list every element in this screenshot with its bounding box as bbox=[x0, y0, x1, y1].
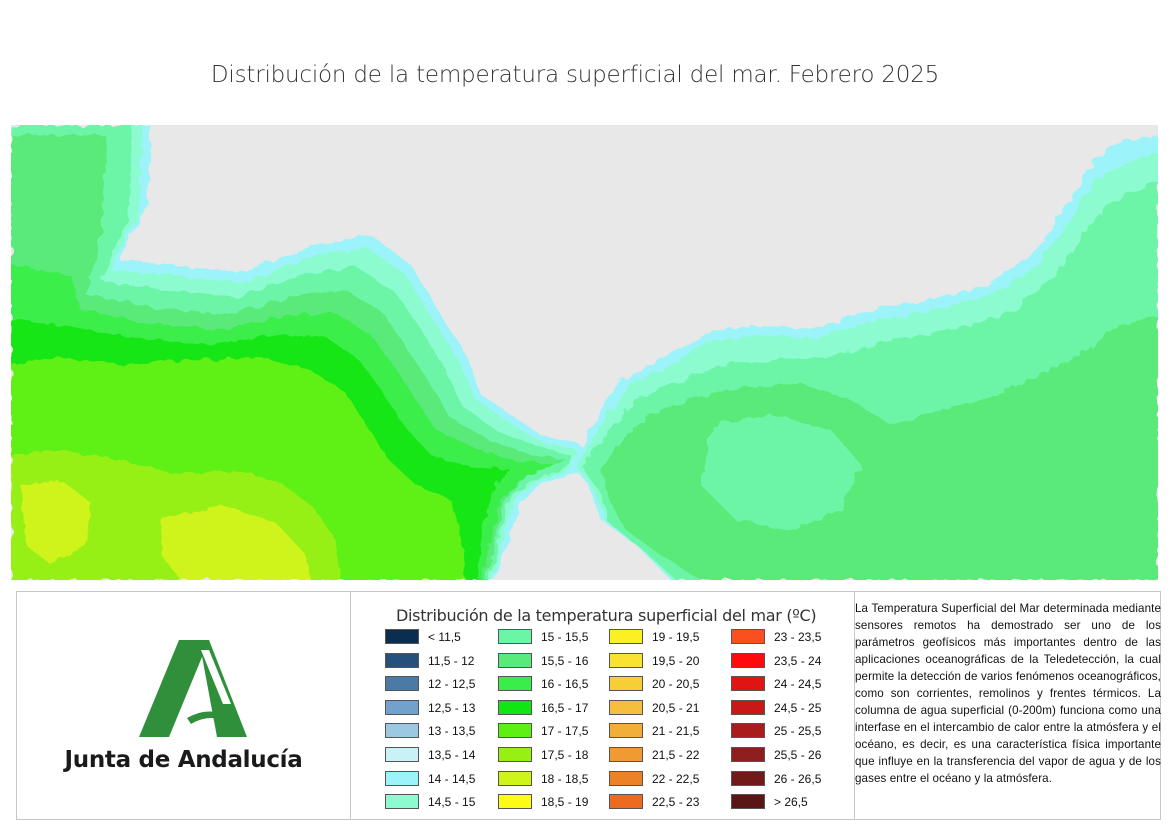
legend-swatch bbox=[385, 794, 419, 810]
legend-label: 16,5 - 17 bbox=[541, 700, 589, 715]
atlantic-band-18-b bbox=[161, 505, 311, 580]
legend-label: 15 - 15,5 bbox=[541, 630, 589, 644]
legend-label: 23 - 23,5 bbox=[774, 630, 822, 644]
legend-label: 13,5 - 14 bbox=[428, 748, 476, 762]
sea-temperature-raster bbox=[11, 125, 1158, 580]
legend-swatch bbox=[385, 629, 419, 644]
legend-label: 11,5 - 12 bbox=[428, 653, 475, 668]
legend-label: 13 - 13,5 bbox=[428, 724, 476, 739]
legend-label: 21 - 21,5 bbox=[652, 724, 700, 739]
legend-swatch bbox=[609, 770, 643, 786]
info-panel: Junta de Andalucía Distribución de la te… bbox=[16, 591, 1161, 820]
organization-name: Junta de Andalucía bbox=[64, 747, 303, 773]
legend-swatch bbox=[498, 747, 532, 762]
legend-label: 14,5 - 15 bbox=[428, 795, 476, 810]
legend-label: 17 - 17,5 bbox=[541, 724, 589, 739]
legend-swatch bbox=[609, 699, 643, 715]
junta-andalucia-logo-icon bbox=[139, 640, 247, 737]
legend-swatch bbox=[731, 723, 765, 739]
legend-swatch bbox=[731, 794, 765, 810]
legend-label: 17,5 - 18 bbox=[541, 748, 589, 762]
legend-swatch bbox=[498, 652, 532, 668]
legend-label: 20 - 20,5 bbox=[652, 677, 700, 692]
legend-swatch bbox=[609, 723, 643, 739]
legend-swatch bbox=[731, 699, 765, 715]
legend-swatch bbox=[609, 794, 643, 810]
legend-label: 18 - 18,5 bbox=[541, 771, 589, 786]
legend-label: 19 - 19,5 bbox=[652, 630, 700, 644]
legend-swatch bbox=[385, 770, 419, 786]
legend-title: Distribución de la temperatura superfici… bbox=[396, 606, 817, 625]
legend-swatch bbox=[385, 676, 419, 692]
mediterranean-band-15-b bbox=[701, 415, 861, 530]
logo-section: Junta de Andalucía bbox=[17, 592, 351, 819]
legend-label: 12 - 12,5 bbox=[428, 677, 476, 692]
legend-swatch bbox=[385, 747, 419, 762]
legend-label: 22 - 22,5 bbox=[652, 771, 700, 786]
legend-label: > 26,5 bbox=[774, 795, 808, 810]
legend-swatch bbox=[731, 629, 765, 644]
legend-label: 14 - 14,5 bbox=[428, 771, 476, 786]
legend-swatch bbox=[498, 629, 532, 644]
map-title: Distribución de la temperatura superfici… bbox=[210, 62, 940, 88]
legend-label: 25 - 25,5 bbox=[774, 724, 822, 739]
legend-swatch bbox=[731, 747, 765, 762]
legend-label: 16 - 16,5 bbox=[541, 677, 589, 692]
legend-label: 23,5 - 24 bbox=[774, 653, 822, 668]
legend-label: 24,5 - 25 bbox=[774, 700, 822, 715]
legend-swatch bbox=[731, 652, 765, 668]
legend-label: 15,5 - 16 bbox=[541, 653, 589, 668]
legend-label: 18,5 - 19 bbox=[541, 795, 589, 810]
legend-swatch bbox=[609, 676, 643, 692]
legend-swatch bbox=[498, 676, 532, 692]
legend-swatch bbox=[385, 652, 419, 668]
legend-label: 21,5 - 22 bbox=[652, 748, 700, 762]
legend: Distribución de la temperatura superfici… bbox=[351, 592, 855, 819]
legend-swatch bbox=[609, 747, 643, 762]
legend-swatch bbox=[498, 723, 532, 739]
description-text: La Temperatura Superficial del Mar deter… bbox=[855, 602, 1161, 785]
legend-swatch bbox=[609, 629, 643, 644]
legend-label: 25,5 - 26 bbox=[774, 748, 822, 762]
legend-swatch bbox=[731, 676, 765, 692]
atlantic-band-18 bbox=[21, 480, 91, 565]
legend-label: < 11,5 bbox=[428, 630, 461, 644]
legend-label: 19,5 - 20 bbox=[652, 653, 700, 668]
legend-swatch bbox=[385, 723, 419, 739]
legend-label: 22,5 - 23 bbox=[652, 795, 700, 810]
legend-swatch bbox=[498, 794, 532, 810]
legend-swatch bbox=[385, 699, 419, 715]
legend-swatch bbox=[498, 770, 532, 786]
legend-label: 12,5 - 13 bbox=[428, 700, 476, 715]
legend-label: 20,5 - 21 bbox=[652, 700, 700, 715]
legend-swatch bbox=[498, 699, 532, 715]
legend-label: 24 - 24,5 bbox=[774, 677, 822, 692]
legend-label: 26 - 26,5 bbox=[774, 771, 822, 786]
sea-temperature-map bbox=[11, 125, 1158, 580]
legend-swatch bbox=[731, 770, 765, 786]
legend-swatch bbox=[609, 652, 643, 668]
